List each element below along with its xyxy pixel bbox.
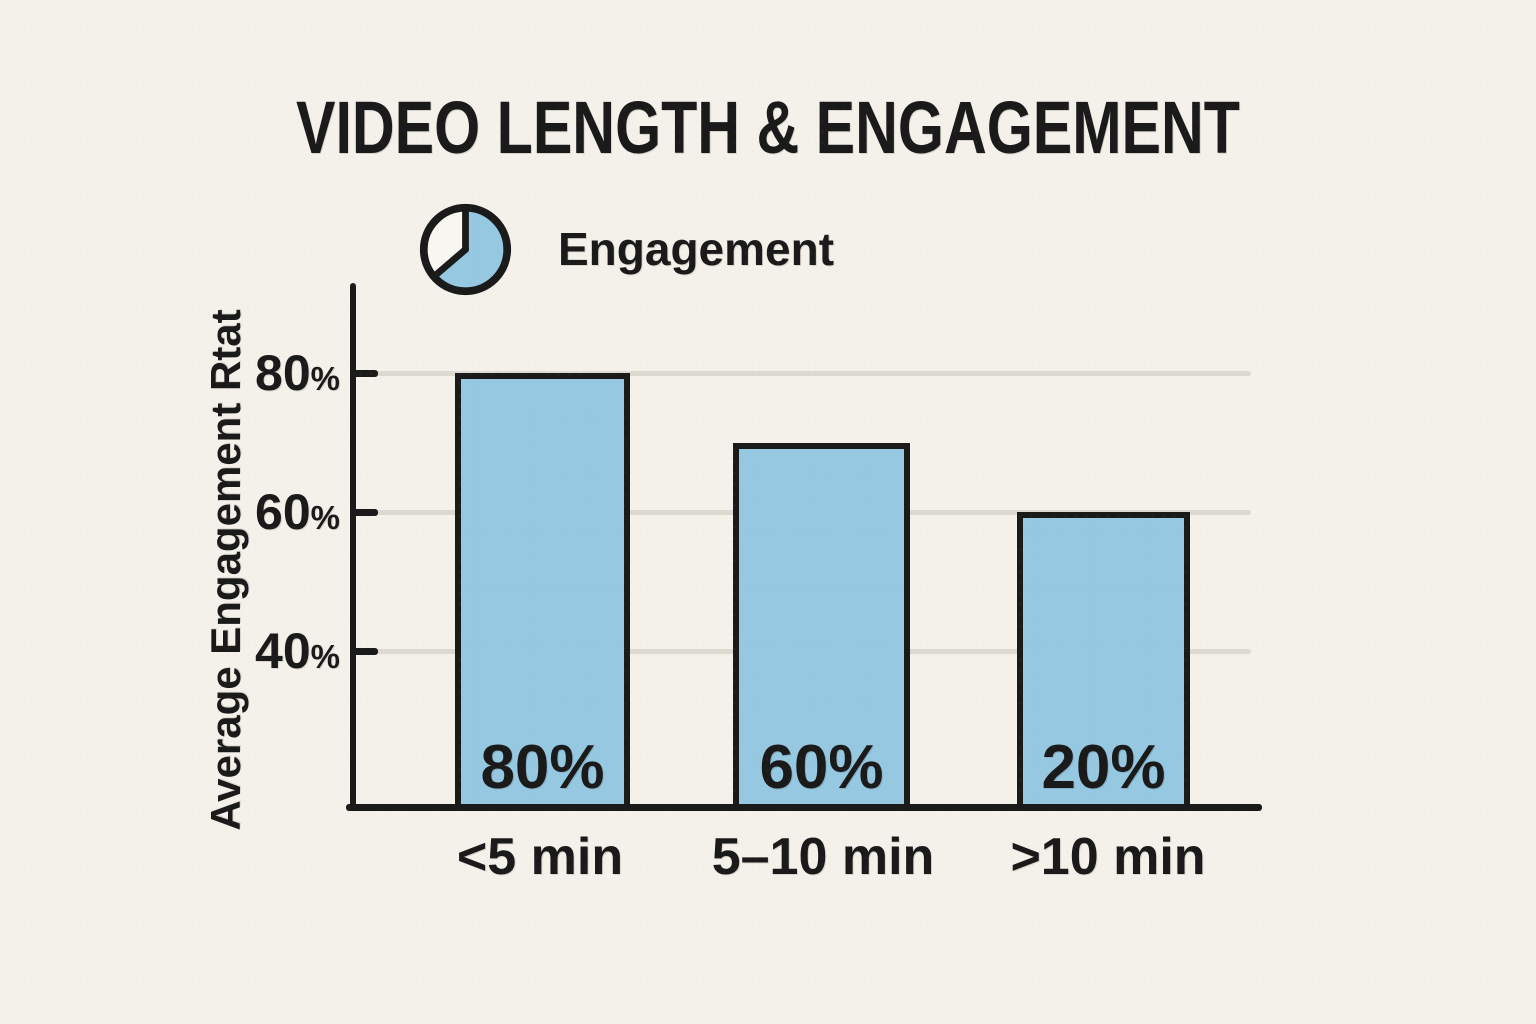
chart-title: VIDEO LENGTH & ENGAGEMENT: [0, 88, 1536, 168]
legend: Engagement: [417, 200, 834, 298]
pie-chart-icon: [419, 203, 512, 295]
bar-over-10-min: 20%: [1017, 512, 1190, 811]
y-tick-mark-40: [351, 648, 378, 655]
y-tick-number: 60: [255, 484, 311, 540]
chart-title-text: VIDEO LENGTH & ENGAGEMENT: [296, 86, 1240, 169]
gridline-80: [357, 371, 1251, 376]
bar-5-10-min: 60%: [733, 443, 910, 811]
y-axis-line: [350, 283, 356, 811]
y-tick-mark-60: [351, 509, 378, 516]
x-tick-label-over-10-min: >10 min: [1010, 828, 1206, 886]
x-axis-line: [346, 804, 1262, 811]
percent-sign: %: [310, 638, 340, 675]
y-tick-number: 80: [255, 345, 311, 401]
bar-value-label: 60%: [759, 733, 884, 802]
bar-value-label: 80%: [480, 733, 605, 802]
bar-under-5-min: 80%: [455, 373, 630, 811]
legend-label: Engagement: [558, 223, 835, 275]
x-tick-label-5-10-min: 5–10 min: [711, 828, 935, 886]
y-tick-label-40: 40%: [140, 623, 340, 685]
x-tick-label-under-5-min: <5 min: [456, 828, 624, 886]
bar-value-label: 20%: [1041, 733, 1166, 802]
y-tick-mark-80: [351, 370, 378, 377]
y-tick-number: 40: [255, 623, 311, 679]
y-tick-label-80: 80%: [140, 345, 340, 407]
percent-sign: %: [310, 360, 340, 397]
y-tick-label-60: 60%: [140, 484, 340, 546]
percent-sign: %: [310, 499, 340, 536]
